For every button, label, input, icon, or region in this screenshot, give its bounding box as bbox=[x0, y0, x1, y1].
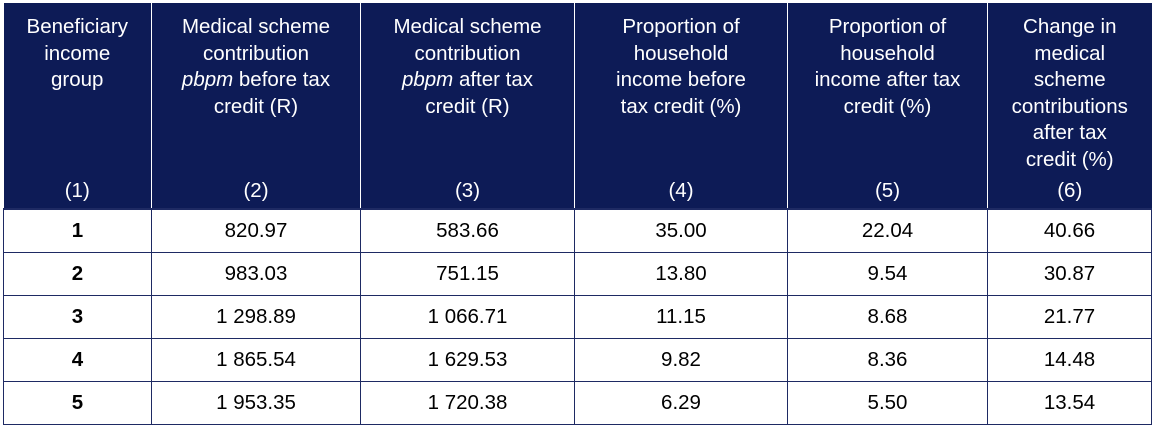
header-line: credit (R) bbox=[213, 94, 299, 118]
contribution-before-cell: 820.97 bbox=[151, 208, 361, 253]
header-line: credit (R) bbox=[425, 94, 510, 118]
change-cell: 14.48 bbox=[987, 338, 1152, 382]
header-change: Change in medical scheme contributions a… bbox=[987, 3, 1152, 209]
header-line: household bbox=[840, 41, 935, 65]
header-line: pbpm before tax bbox=[182, 68, 330, 91]
contribution-after-cell: 1 720.38 bbox=[360, 381, 575, 425]
proportion-before-cell: 9.82 bbox=[574, 338, 788, 382]
proportion-after-cell: 8.68 bbox=[787, 295, 988, 339]
column-number: (4) bbox=[668, 178, 694, 202]
header-line: credit (%) bbox=[843, 94, 932, 118]
column-number: (2) bbox=[243, 178, 269, 202]
change-cell: 13.54 bbox=[987, 381, 1152, 425]
table-row: 4 1 865.54 1 629.53 9.82 8.36 14.48 bbox=[3, 338, 1152, 382]
proportion-after-cell: 9.54 bbox=[787, 252, 988, 296]
contribution-before-cell: 983.03 bbox=[151, 252, 361, 296]
header-line: income bbox=[44, 41, 111, 65]
header-line: income before bbox=[616, 68, 746, 91]
contributions-table: Beneficiary income group (1) Medical sch… bbox=[3, 3, 1152, 425]
header-line: scheme bbox=[1033, 68, 1106, 91]
header-line: pbpm after tax bbox=[402, 68, 533, 91]
contribution-after-cell: 751.15 bbox=[360, 252, 575, 296]
contribution-before-cell: 1 953.35 bbox=[151, 381, 361, 425]
header-proportion-after: Proportion of household income after tax… bbox=[787, 3, 988, 209]
header-line: contribution bbox=[203, 41, 309, 65]
header-line: Medical scheme bbox=[393, 15, 542, 38]
proportion-after-cell: 5.50 bbox=[787, 381, 988, 425]
column-number: (5) bbox=[874, 178, 901, 202]
header-line: Beneficiary bbox=[26, 15, 128, 38]
header-row: Beneficiary income group (1) Medical sch… bbox=[3, 3, 1152, 209]
header-line-rest: after tax bbox=[453, 68, 534, 91]
contribution-after-cell: 583.66 bbox=[360, 208, 575, 253]
header-line: group bbox=[51, 68, 104, 91]
income-group-cell: 3 bbox=[3, 295, 152, 339]
header-line: tax credit (%) bbox=[620, 94, 742, 118]
header-proportion-before: Proportion of household income before ta… bbox=[574, 3, 788, 209]
header-italic-term: pbpm bbox=[181, 68, 234, 91]
header-line: medical bbox=[1034, 41, 1106, 65]
header-line: household bbox=[633, 41, 729, 65]
header-line: Medical scheme bbox=[181, 15, 331, 38]
header-line: contribution bbox=[414, 41, 521, 65]
header-italic-term: pbpm bbox=[401, 68, 454, 91]
header-contribution-after: Medical scheme contribution pbpm after t… bbox=[360, 3, 575, 209]
proportion-before-cell: 13.80 bbox=[574, 252, 788, 296]
proportion-before-cell: 35.00 bbox=[574, 208, 788, 253]
header-line: income after tax bbox=[814, 68, 961, 91]
table-row: 2 983.03 751.15 13.80 9.54 30.87 bbox=[3, 252, 1152, 296]
header-contribution-before: Medical scheme contribution pbpm before … bbox=[151, 3, 361, 209]
table-row: 1 820.97 583.66 35.00 22.04 40.66 bbox=[3, 208, 1152, 253]
contribution-after-cell: 1 629.53 bbox=[360, 338, 575, 382]
header-line: Proportion of bbox=[622, 15, 740, 38]
change-cell: 40.66 bbox=[987, 208, 1152, 253]
header-line: after tax bbox=[1032, 121, 1107, 144]
column-number: (1) bbox=[64, 178, 90, 202]
header-line: credit (%) bbox=[1025, 147, 1114, 171]
table-row: 5 1 953.35 1 720.38 6.29 5.50 13.54 bbox=[3, 381, 1152, 425]
header-line: Change in bbox=[1023, 15, 1117, 38]
change-cell: 21.77 bbox=[987, 295, 1152, 339]
change-cell: 30.87 bbox=[987, 252, 1152, 296]
contribution-before-cell: 1 865.54 bbox=[151, 338, 361, 382]
proportion-before-cell: 11.15 bbox=[574, 295, 788, 339]
income-group-cell: 5 bbox=[3, 381, 152, 425]
contribution-before-cell: 1 298.89 bbox=[151, 295, 361, 339]
contribution-after-cell: 1 066.71 bbox=[360, 295, 575, 339]
header-income-group: Beneficiary income group (1) bbox=[3, 3, 152, 209]
header-line: contributions bbox=[1011, 94, 1128, 118]
proportion-before-cell: 6.29 bbox=[574, 381, 788, 425]
header-line-rest: before tax bbox=[233, 68, 331, 91]
income-group-cell: 2 bbox=[3, 252, 152, 296]
table-row: 3 1 298.89 1 066.71 11.15 8.68 21.77 bbox=[3, 295, 1152, 339]
proportion-after-cell: 22.04 bbox=[787, 208, 988, 253]
proportion-after-cell: 8.36 bbox=[787, 338, 988, 382]
header-line: Proportion of bbox=[828, 15, 947, 38]
column-number: (6) bbox=[1057, 178, 1083, 202]
column-number: (3) bbox=[454, 178, 481, 202]
income-group-cell: 1 bbox=[3, 208, 152, 253]
income-group-cell: 4 bbox=[3, 338, 152, 382]
